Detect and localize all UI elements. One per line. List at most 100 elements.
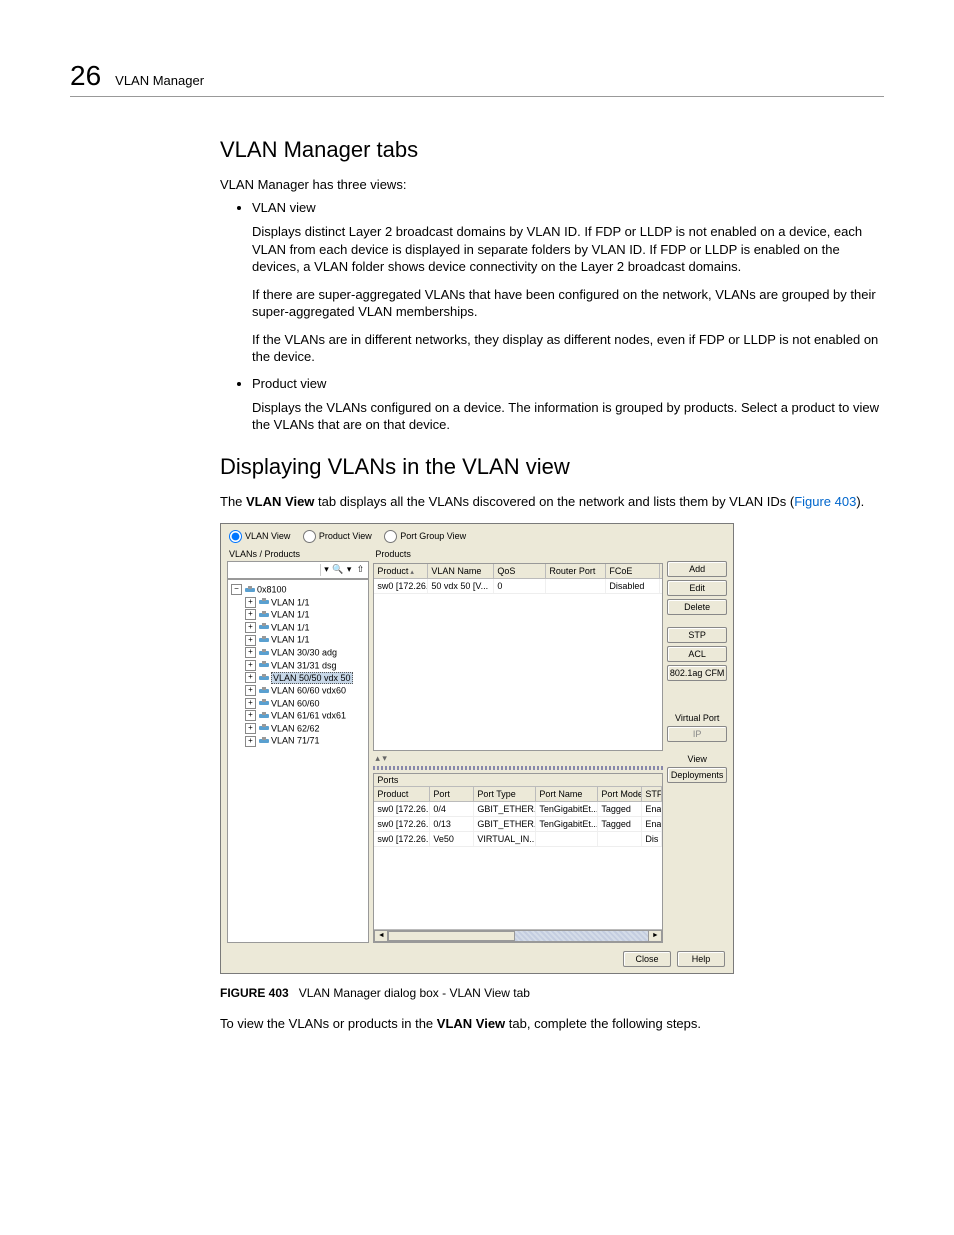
vlan-icon [259,623,269,631]
plus-icon[interactable]: + [245,698,256,709]
tree-root-node[interactable]: −0x8100+VLAN 1/1+VLAN 1/1+VLAN 1/1+VLAN … [231,583,365,747]
plus-icon[interactable]: + [245,685,256,696]
chevron-down-icon[interactable]: ▾ [324,564,329,575]
table-row[interactable]: sw0 [172.26...50 vdx 50 [V...0Disabled [374,579,662,594]
tree-node[interactable]: +VLAN 61/61 vdx61 [245,709,365,722]
splitter[interactable] [373,766,663,770]
tree-node[interactable]: +VLAN 1/1 [245,633,365,646]
column-header[interactable]: Port Name [536,787,598,801]
bullet-product-view: Product view Displays the VLANs configur… [252,376,884,434]
tree-label: VLAN 60/60 vdx60 [271,686,346,696]
tree-node[interactable]: +VLAN 60/60 [245,697,365,710]
plus-icon[interactable]: + [245,736,256,747]
cfm-button[interactable]: 802.1ag CFM [667,665,727,681]
tree-label: VLAN 71/71 [271,736,320,746]
acl-button[interactable]: ACL [667,646,727,662]
radio-input[interactable] [303,530,316,543]
vlan-icon [259,611,269,619]
scroll-left-icon[interactable]: ◄ [374,930,388,942]
column-header[interactable]: Product▴ [374,564,428,578]
table-row[interactable]: sw0 [172.26...0/13GBIT_ETHER...TenGigabi… [374,817,662,832]
page-number: 26 [70,60,101,92]
tree-node[interactable]: +VLAN 31/31 dsg [245,659,365,672]
column-header[interactable]: Port [430,787,474,801]
sort-indicator[interactable]: ▴ ▾ [373,753,663,763]
table-cell: TenGigabitEt... [536,802,598,816]
tree-node[interactable]: +VLAN 50/50 vdx 50 [245,671,365,684]
column-header[interactable]: QoS [494,564,546,578]
products-body[interactable]: sw0 [172.26...50 vdx 50 [V...0Disabled [374,579,662,750]
table-cell: Ena [642,802,662,816]
tree-node[interactable]: + VLAN 71/71 [245,734,365,747]
column-header[interactable]: FCoE [606,564,660,578]
tree-node[interactable]: + VLAN 60/60 vdx60 [245,684,365,697]
ip-button[interactable]: IP [667,726,727,742]
ports-body[interactable]: sw0 [172.26...0/4GBIT_ETHER...TenGigabit… [374,802,662,929]
column-header[interactable]: Port Mode [598,787,642,801]
column-header[interactable]: VLAN Name [428,564,494,578]
products-header[interactable]: Product▴VLAN NameQoSRouter PortFCoE [374,564,662,579]
table-cell: sw0 [172.26... [374,579,428,593]
plus-icon[interactable]: + [245,622,256,633]
bullet-label: Product view [252,376,326,391]
scroll-track[interactable] [388,930,648,942]
column-header[interactable]: STF [642,787,662,801]
table-cell: sw0 [172.26... [374,817,430,831]
radio-portgroup-view[interactable]: Port Group View [384,531,466,541]
para: Displays distinct Layer 2 broadcast doma… [252,223,884,276]
plus-icon[interactable]: + [245,635,256,646]
scroll-thumb[interactable] [388,931,515,941]
edit-button[interactable]: Edit [667,580,727,596]
chevron-down-icon[interactable]: ▾ [347,564,352,575]
column-header[interactable]: Product [374,787,430,801]
deployments-button[interactable]: Deployments [667,767,727,783]
ports-title: Ports [374,774,662,787]
filter-dropdown[interactable] [230,564,321,576]
plus-icon[interactable]: + [245,647,256,658]
vlan-icon [259,724,269,732]
plus-icon[interactable]: + [245,710,256,721]
close-button[interactable]: Close [623,951,671,967]
plus-icon[interactable]: + [245,672,256,683]
collapse-icon[interactable]: ⇧ [354,564,366,576]
help-button[interactable]: Help [677,951,725,967]
delete-button[interactable]: Delete [667,599,727,615]
figure-caption-text: VLAN Manager dialog box - VLAN View tab [299,986,530,1000]
ports-hscroll[interactable]: ◄ ► [374,929,662,942]
radio-vlan-view[interactable]: VLAN View [229,531,290,541]
bullet-label: VLAN view [252,200,316,215]
table-row[interactable]: sw0 [172.26...0/4GBIT_ETHER...TenGigabit… [374,802,662,817]
plus-icon[interactable]: + [245,723,256,734]
minus-icon[interactable]: − [231,584,242,595]
column-header[interactable]: Port Type [474,787,536,801]
column-header[interactable]: Router Port [546,564,606,578]
vlan-tree[interactable]: −0x8100+VLAN 1/1+VLAN 1/1+VLAN 1/1+VLAN … [227,579,369,943]
view-radio-row: VLAN View Product View Port Group View [221,524,733,547]
view-label: View [667,754,727,764]
radio-input[interactable] [229,530,242,543]
ports-header[interactable]: ProductPortPort TypePort NamePort ModeST… [374,787,662,802]
tree-node[interactable]: +VLAN 1/1 [245,596,365,609]
radio-product-view[interactable]: Product View [303,531,372,541]
tree-node[interactable]: +VLAN 30/30 adg [245,646,365,659]
figure-label: FIGURE 403 [220,986,289,1000]
vlan-icon [259,598,269,606]
table-row[interactable]: sw0 [172.26...Ve50VIRTUAL_IN...Dis [374,832,662,847]
plus-icon[interactable]: + [245,609,256,620]
followup-text: To view the VLANs or products in the VLA… [220,1016,884,1031]
radio-label: VLAN View [245,531,290,541]
para: If the VLANs are in different networks, … [252,331,884,366]
plus-icon[interactable]: + [245,660,256,671]
scroll-right-icon[interactable]: ► [648,930,662,942]
figure-link[interactable]: Figure 403 [794,494,856,509]
tree-node[interactable]: +VLAN 1/1 [245,608,365,621]
tree-node[interactable]: +VLAN 1/1 [245,621,365,634]
stp-button[interactable]: STP [667,627,727,643]
tree-node[interactable]: +VLAN 62/62 [245,722,365,735]
add-button[interactable]: Add [667,561,727,577]
find-icon[interactable]: 🔍 [332,564,344,576]
table-cell: GBIT_ETHER... [474,802,536,816]
text: The [220,494,246,509]
radio-input[interactable] [384,530,397,543]
plus-icon[interactable]: + [245,597,256,608]
